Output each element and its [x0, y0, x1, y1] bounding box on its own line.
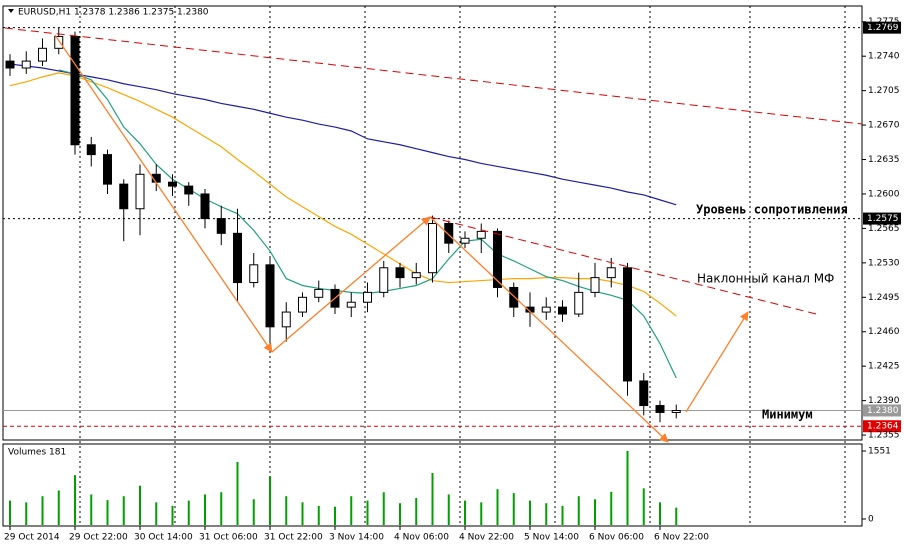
candle-body: [86, 144, 96, 156]
volume-pane: [2, 443, 863, 527]
volume-tick-label: 1551: [868, 447, 891, 457]
x-tick-label: 31 Oct 22:00: [264, 533, 323, 543]
level-box: [863, 21, 901, 34]
x-tick-label: 5 Nov 14:00: [524, 533, 579, 543]
candle-body: [265, 264, 275, 328]
y-tick-label: 1.2355: [868, 431, 900, 441]
candle-body: [103, 154, 112, 185]
y-tick-label: 1.2530: [868, 258, 900, 268]
level-box: [863, 420, 901, 433]
annotation: Уровень сопротивления: [696, 203, 848, 217]
candle-body: [168, 181, 177, 187]
x-tick-label: 31 Oct 06:00: [199, 533, 258, 543]
candle-body: [460, 237, 470, 244]
candle-body: [493, 230, 502, 288]
candle-body: [509, 286, 519, 308]
x-tick-label: 6 Nov 06:00: [589, 533, 644, 543]
level-box: [863, 404, 901, 417]
y-tick-label: 1.2600: [868, 189, 900, 199]
candle-body: [379, 267, 389, 293]
candle-body: [623, 267, 632, 382]
candle-body: [184, 185, 194, 195]
candle-body: [574, 291, 584, 315]
y-tick-label: 1.2565: [868, 224, 900, 234]
level-label: 1.2769: [867, 23, 899, 33]
candle-body: [38, 47, 47, 62]
x-tick-label: 4 Nov 22:00: [459, 533, 514, 543]
candle-body: [216, 218, 226, 234]
level-label: 1.2575: [867, 214, 899, 224]
y-tick-label: 1.2425: [868, 362, 900, 372]
candle-body: [119, 183, 129, 210]
main-pane: [2, 5, 863, 441]
candle-body: [233, 232, 242, 284]
y-tick-label: 1.2460: [868, 327, 900, 337]
candle-body: [298, 296, 307, 313]
candle-body: [346, 301, 356, 308]
x-tick-label: 6 Nov 22:00: [654, 533, 709, 543]
level-box: [863, 212, 901, 225]
moving-average: [58, 69, 677, 379]
level-label: 1.2380: [867, 406, 899, 416]
candle-body: [314, 288, 324, 298]
chart-title: EURUSD,H1 1.2378 1.2386 1.2375 1.2380: [18, 8, 209, 18]
menu-arrow[interactable]: [8, 9, 14, 13]
x-tick-label: 29 Oct 22:00: [69, 533, 128, 543]
candle-body: [541, 306, 551, 313]
candle-body: [281, 311, 291, 328]
vertical-grid: [79, 6, 846, 526]
candle-body: [249, 264, 259, 284]
candle-body: [54, 36, 64, 49]
moving-average: [9, 72, 677, 317]
candle-body: [590, 277, 600, 293]
annotation: Минимум: [762, 408, 813, 422]
x-tick-label: 30 Oct 14:00: [134, 533, 193, 543]
candle-body: [606, 267, 616, 279]
candle-body: [655, 405, 665, 413]
candle-body: [428, 222, 437, 274]
y-tick-label: 1.2705: [868, 86, 900, 96]
candle-body: [70, 36, 80, 146]
y-tick-label: 1.2670: [868, 121, 900, 131]
x-tick-label: 3 Nov 14:00: [329, 533, 384, 543]
level-label: 1.2364: [867, 422, 899, 432]
annotation: Наклонный канал МФ: [697, 272, 834, 286]
moving-average: [9, 63, 677, 206]
candle-body: [639, 380, 649, 407]
candle-body: [395, 267, 405, 279]
y-tick-label: 1.2740: [868, 52, 900, 62]
candle-body: [476, 230, 486, 239]
y-tick-label: 1.2775: [868, 17, 900, 27]
candle-body: [21, 60, 31, 69]
y-tick-label: 1.2635: [868, 155, 900, 165]
candle-body: [363, 291, 372, 303]
x-tick-label: 29 Oct 2014: [4, 533, 60, 543]
candle-body: [411, 272, 421, 279]
volume-tick-label: 0: [868, 515, 874, 525]
candle-body: [558, 306, 567, 315]
candle-body: [200, 193, 210, 220]
x-tick-label: 4 Nov 06:00: [394, 533, 449, 543]
candle-body: [444, 222, 454, 244]
volume-title: Volumes 181: [8, 448, 66, 458]
candle-body: [135, 173, 145, 210]
y-tick-label: 1.2390: [868, 396, 900, 406]
candle-body: [671, 409, 681, 413]
candle-body: [5, 60, 15, 69]
drawings: [4, 27, 863, 443]
y-tick-label: 1.2495: [868, 293, 900, 303]
